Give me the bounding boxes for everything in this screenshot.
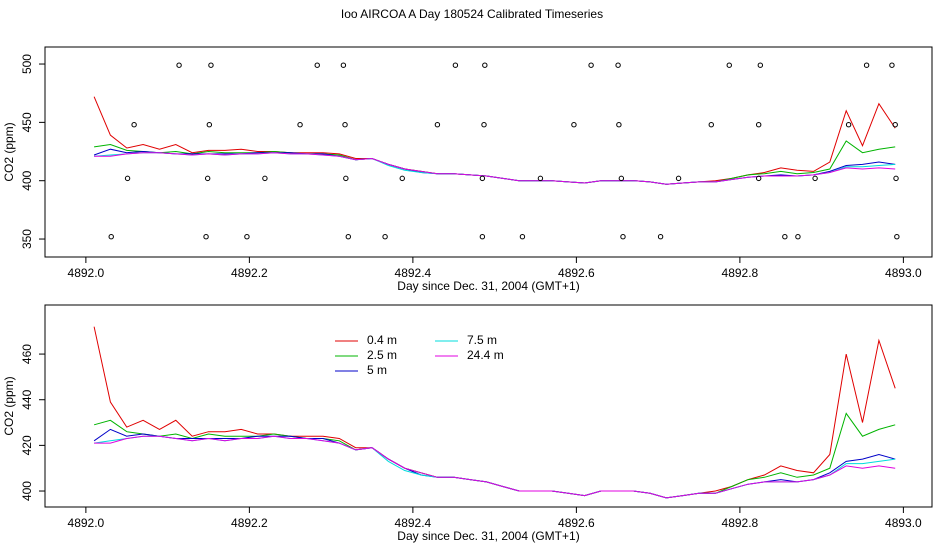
flag-point <box>342 122 348 128</box>
flag-point <box>203 234 209 240</box>
x-axis-label: Day since Dec. 31, 2004 (GMT+1) <box>397 279 579 293</box>
flag-point <box>795 234 801 240</box>
flag-point <box>616 122 622 128</box>
flag-point <box>314 62 320 68</box>
series-line <box>94 140 896 185</box>
flag-point <box>345 234 351 240</box>
x-tick-label: 4892.2 <box>231 516 268 530</box>
flag-point <box>588 62 594 68</box>
flag-point <box>782 234 788 240</box>
flag-point <box>482 62 488 68</box>
flag-point <box>889 62 895 68</box>
flag-point <box>479 234 486 240</box>
x-tick-label: 4892.6 <box>558 266 595 280</box>
flag-point <box>262 175 268 182</box>
y-tick-label: 440 <box>20 389 34 409</box>
x-tick-label: 4892.0 <box>68 266 105 280</box>
flag-point <box>479 175 486 182</box>
flag-point <box>481 122 487 128</box>
series-line <box>94 435 896 499</box>
x-tick-label: 4892.4 <box>395 516 432 530</box>
flag-point <box>893 175 899 182</box>
flag-point <box>755 175 762 182</box>
x-tick-label: 4892.0 <box>68 516 105 530</box>
x-axis-label: Day since Dec. 31, 2004 (GMT+1) <box>397 529 579 543</box>
flag-point <box>399 175 405 182</box>
legend-label: 0.4 m <box>367 333 397 347</box>
y-tick-label: 400 <box>20 170 34 190</box>
series-line <box>94 435 896 499</box>
flag-point <box>537 175 544 182</box>
flag-point <box>340 62 347 68</box>
flag-point <box>382 234 388 240</box>
flag-point <box>657 234 664 240</box>
flag-point <box>755 122 762 128</box>
flag-point <box>244 234 250 240</box>
series-line <box>93 96 896 185</box>
x-tick-label: 4893.0 <box>885 266 922 280</box>
y-tick-label: 450 <box>20 112 34 132</box>
flag-point <box>892 122 898 128</box>
y-axis-label: CO2 (ppm) <box>2 122 16 181</box>
flag-point <box>434 122 441 128</box>
x-tick-label: 4892.8 <box>722 516 759 530</box>
y-tick-label: 420 <box>20 435 34 455</box>
plot-frame <box>44 46 933 258</box>
flag-point <box>343 175 349 182</box>
plot-frame <box>44 304 933 508</box>
y-axis-label: CO2 (ppm) <box>2 376 16 435</box>
legend-label: 24.4 m <box>467 348 504 362</box>
flag-point <box>675 175 682 182</box>
y-tick-label: 350 <box>20 229 34 249</box>
flag-point <box>452 62 459 68</box>
flag-point <box>108 234 114 240</box>
flag-point <box>131 122 137 128</box>
flag-point <box>176 62 182 68</box>
x-tick-label: 4892.6 <box>558 516 595 530</box>
flag-point <box>620 234 626 240</box>
flag-point <box>519 234 526 240</box>
flag-point <box>208 62 214 68</box>
y-tick-label: 460 <box>20 344 34 364</box>
flag-point <box>615 62 621 68</box>
x-tick-label: 4892.8 <box>722 266 759 280</box>
flag-point <box>571 122 577 128</box>
flag-point <box>726 62 732 68</box>
flag-point <box>863 62 870 68</box>
y-tick-label: 500 <box>20 54 34 74</box>
flag-point <box>812 175 818 182</box>
flag-point <box>708 122 714 128</box>
flag-point <box>206 122 213 128</box>
x-tick-label: 4893.0 <box>885 516 922 530</box>
y-tick-label: 400 <box>20 481 34 501</box>
legend-label: 5 m <box>367 363 387 377</box>
flag-point <box>894 234 900 240</box>
legend-label: 7.5 m <box>467 333 497 347</box>
flag-point <box>297 122 303 128</box>
series-line <box>94 152 896 185</box>
flag-point <box>204 175 211 182</box>
series-line <box>93 412 896 499</box>
legend-label: 2.5 m <box>367 348 397 362</box>
flag-point <box>845 122 852 128</box>
page-title: Ioo AIRCOA A Day 180524 Calibrated Times… <box>341 7 603 21</box>
flag-point <box>618 175 625 182</box>
series-line <box>94 152 896 185</box>
x-tick-label: 4892.2 <box>231 266 268 280</box>
flag-point <box>124 175 131 182</box>
x-tick-label: 4892.4 <box>395 266 432 280</box>
flag-point <box>757 62 764 68</box>
